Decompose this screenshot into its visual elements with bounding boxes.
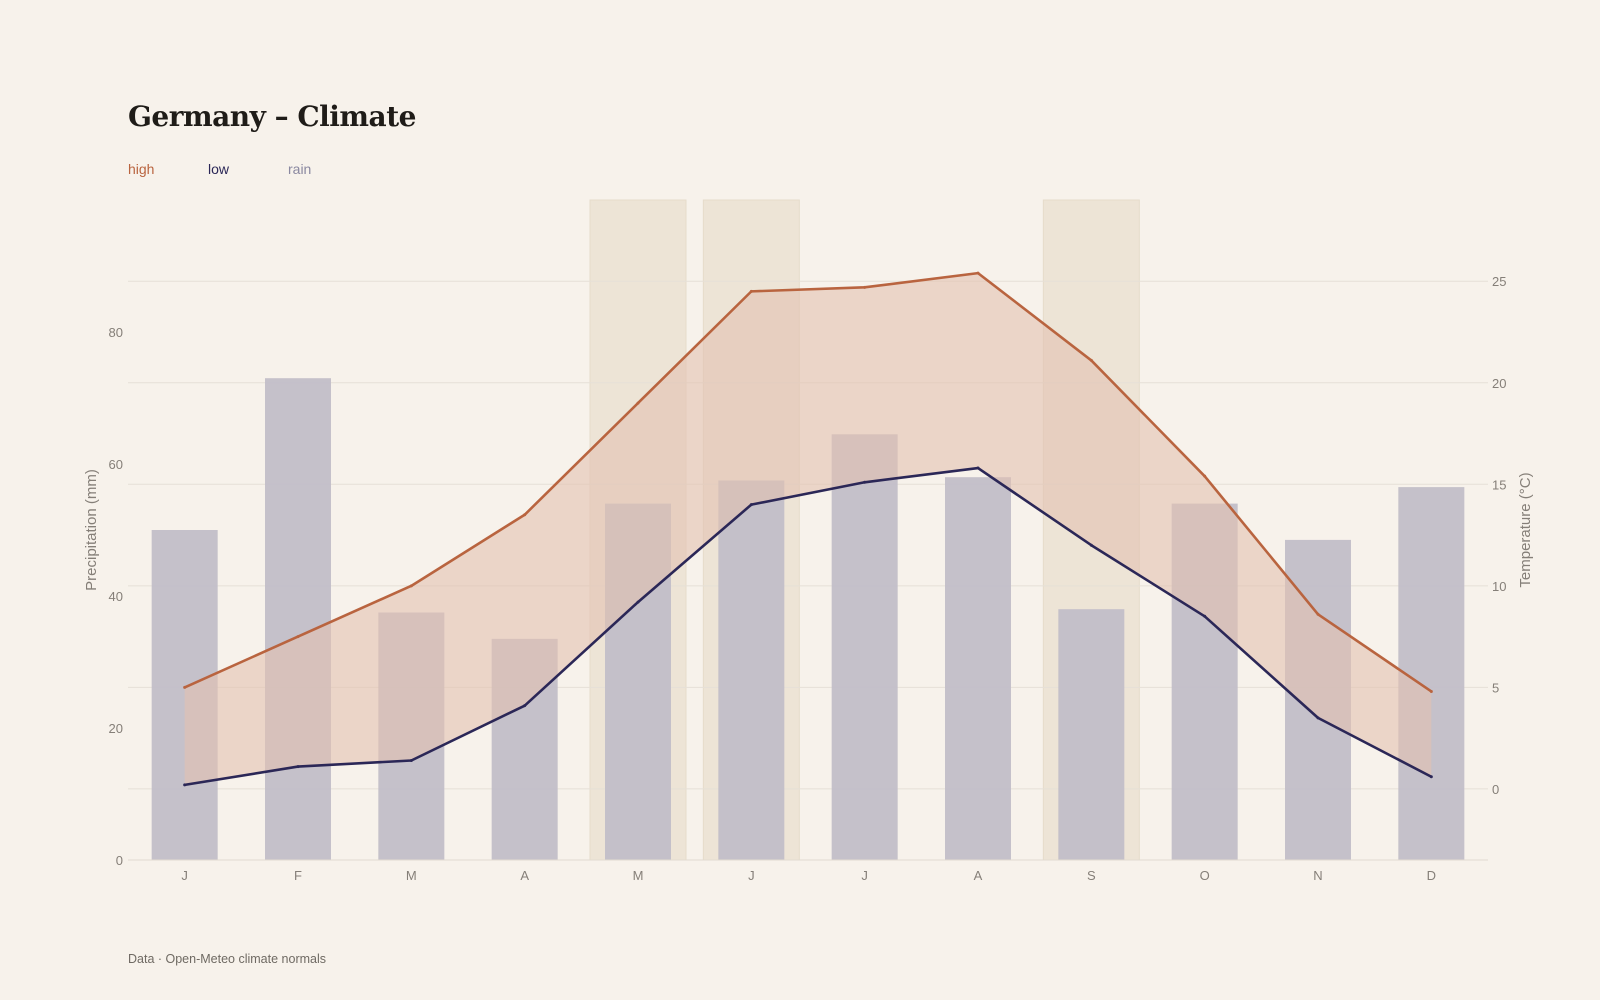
high-point [409,584,413,588]
x-tick-label: A [974,868,983,883]
y-left-tick-label: 60 [109,457,123,472]
high-point [749,289,753,293]
x-tick-label: N [1313,868,1322,883]
temperature-range-band [184,273,1432,785]
rain-bar [1058,609,1125,860]
high-point [1316,612,1320,616]
low-point [523,704,527,708]
low-point [409,758,413,762]
low-point [1203,614,1207,618]
axes: J F M A M J J A S O N D 0 20 40 60 80 0 5 10 15 20 25 [109,274,1507,883]
high-point [863,285,867,289]
low-point [749,503,753,507]
high-low-range-area [184,273,1432,785]
y-right-tick-label: 10 [1492,579,1506,594]
high-point [636,401,640,405]
x-tick-label: S [1087,868,1096,883]
y-right-tick-label: 15 [1492,477,1506,492]
x-tick-label: J [861,868,868,883]
legend-item-rain: rain [288,161,312,177]
high-point [296,635,300,639]
chart-title: Germany – Climate [128,100,416,133]
x-tick-label: J [748,868,755,883]
low-point [296,765,300,769]
high-temperature-line [184,271,1433,693]
low-point [976,466,980,470]
y-left-tick-label: 20 [109,721,123,736]
x-tick-label: F [294,868,302,883]
y-left-tick-label: 40 [109,589,123,604]
low-point [183,783,187,787]
y-right-tick-label: 25 [1492,274,1506,289]
legend-item-low: low [208,161,230,177]
x-tick-label: O [1200,868,1210,883]
rain-bar [945,477,1011,860]
x-tick-label: A [520,868,529,883]
rain-bar [1398,487,1465,860]
y-right-tick-label: 0 [1492,782,1499,797]
low-point [636,600,640,604]
x-tick-label: M [633,868,644,883]
temperature-lines [183,271,1433,787]
high-point [1089,358,1093,362]
high-point [976,271,980,275]
high-point [523,513,527,517]
y-left-tick-label: 80 [109,325,123,340]
low-point [863,480,867,484]
x-tick-label: J [181,868,188,883]
rain-bar [265,378,331,860]
low-temperature-line [184,466,1432,787]
high-point [1203,474,1207,478]
low-point [1429,775,1433,779]
high-point [183,685,187,689]
y-left-tick-label: 0 [116,853,123,868]
y-right-tick-label: 5 [1492,680,1499,695]
y-right-tick-label: 20 [1492,376,1506,391]
x-tick-label: D [1427,868,1436,883]
low-point [1316,716,1320,720]
low-point [1089,543,1093,547]
y-axis-right-label: Temperature (°C) [1517,472,1534,587]
y-axis-left-label: Precipitation (mm) [83,469,100,591]
rain-bar [718,480,785,860]
high-point [1429,689,1433,693]
rain-bars [151,378,1465,860]
data-source-note: Data · Open-Meteo climate normals [128,952,326,966]
legend-item-high: high [128,161,155,177]
x-tick-label: M [406,868,417,883]
rain-bar [831,434,898,860]
